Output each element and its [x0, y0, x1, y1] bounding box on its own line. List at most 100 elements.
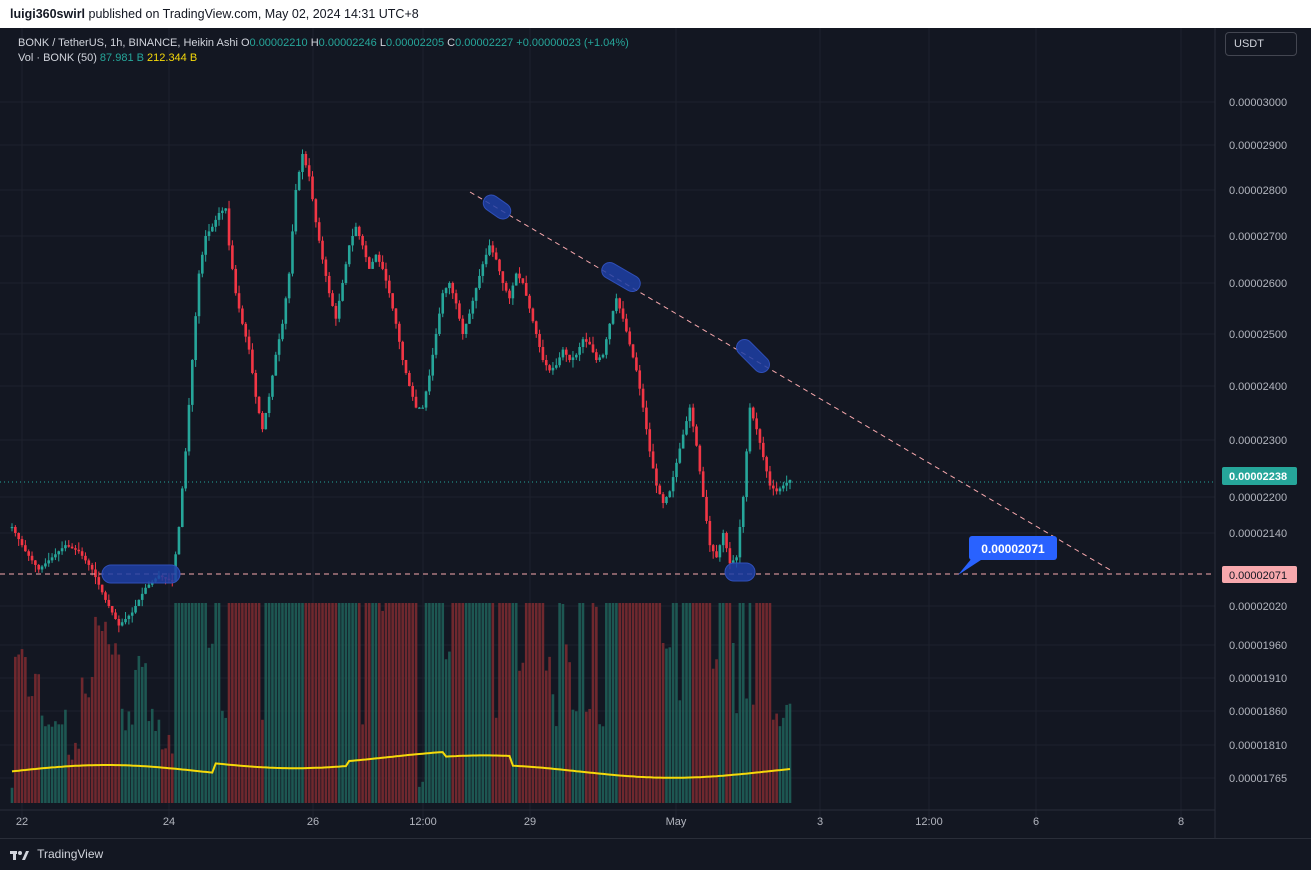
candle-body: [381, 261, 384, 269]
candle-body: [374, 254, 378, 262]
y-tick-label: 0.00002300: [1229, 435, 1287, 447]
candle-body: [651, 451, 655, 469]
candle-body: [147, 584, 151, 588]
volume-bar: [645, 603, 648, 803]
volume-bar: [531, 603, 535, 803]
volume-bar: [554, 726, 558, 803]
volume-bar: [267, 603, 271, 803]
candle-body: [217, 213, 221, 220]
volume-bar: [264, 603, 268, 803]
volume-bar: [341, 603, 344, 803]
volume-bar: [381, 610, 384, 803]
volume-bar: [10, 787, 14, 803]
candle-body: [575, 354, 578, 358]
candle-body: [668, 491, 672, 497]
candle-body: [80, 551, 84, 556]
candle-body: [534, 321, 538, 334]
volume-bar: [678, 700, 682, 803]
volume-bar: [575, 711, 578, 803]
candle-body: [94, 569, 97, 578]
candle-body: [40, 566, 44, 570]
candle-body: [27, 551, 30, 556]
candle-body: [377, 254, 381, 262]
volume-bar: [307, 603, 311, 803]
symbol-line[interactable]: BONK / TetherUS, 1h, BINANCE, Heikin Ash…: [18, 37, 238, 49]
volume-bar: [147, 721, 151, 803]
volume-bar: [207, 647, 211, 803]
y-tick-label: 0.00002800: [1229, 185, 1287, 197]
volume-bar: [84, 693, 87, 803]
volume-bar: [40, 715, 44, 803]
candle-body: [544, 360, 548, 366]
volume-bar: [638, 603, 642, 803]
volume-bar: [334, 603, 338, 803]
volume-bar: [635, 603, 638, 803]
volume-bar: [448, 651, 451, 803]
volume-bar: [788, 703, 792, 803]
candle-body: [351, 236, 354, 246]
volume-bar: [401, 603, 404, 803]
volume-bar: [491, 603, 495, 803]
volume-bar: [564, 644, 568, 803]
candle-body: [768, 471, 772, 486]
candle-body: [531, 308, 535, 322]
volume-bar: [361, 724, 364, 803]
volume-bar: [785, 704, 788, 803]
candle-body: [64, 545, 67, 549]
candle-body: [398, 323, 401, 342]
volume-bar: [164, 748, 167, 803]
volume-bar: [468, 603, 471, 803]
candle-body: [281, 323, 284, 340]
volume-label[interactable]: Vol · BONK (50): [18, 52, 97, 64]
candle-body: [117, 619, 121, 626]
candle-body: [297, 172, 301, 190]
candle-body: [264, 413, 268, 430]
candle-body: [67, 545, 71, 547]
y-tick-label: 0.00001860: [1229, 706, 1287, 718]
volume-bar: [721, 603, 725, 803]
candle-body: [191, 360, 194, 405]
volume-bar: [695, 603, 698, 803]
volume-bar: [591, 603, 595, 803]
candle-body: [538, 334, 541, 347]
volume-bar: [284, 603, 288, 803]
volume-bar: [57, 724, 61, 803]
candle-body: [291, 231, 294, 274]
volume-bar: [24, 657, 27, 803]
candle-body: [184, 451, 187, 489]
candle-body: [401, 341, 404, 360]
candle-body: [234, 268, 238, 294]
volume-bar: [197, 603, 201, 803]
volume-bar: [398, 603, 401, 803]
touch-highlight-3: [736, 339, 770, 373]
candle-body: [458, 303, 461, 319]
candle-body: [237, 293, 241, 309]
volume-bar: [711, 668, 715, 803]
volume-bar: [50, 726, 54, 803]
candle-body: [187, 404, 191, 452]
candle-body: [227, 208, 231, 246]
touch-highlight-1: [482, 194, 512, 220]
volume-bar: [731, 643, 735, 803]
volume-bar: [628, 603, 632, 803]
volume-bar: [581, 603, 585, 803]
candle-body: [615, 298, 618, 312]
candle-body: [508, 290, 511, 299]
candle-body: [705, 497, 708, 521]
price-chart[interactable]: 0.00003000 0.00002900 0.00002800 0.00002700…: [0, 28, 1311, 838]
candle-body: [331, 293, 334, 306]
volume-bar: [665, 648, 668, 803]
candle-body: [782, 485, 785, 489]
volume-bar: [668, 647, 672, 803]
currency-button[interactable]: USDT: [1225, 32, 1297, 56]
volume-bar: [464, 603, 468, 803]
candle-body: [625, 318, 628, 332]
candle-body: [144, 587, 147, 594]
y-tick-label: 0.00003000: [1229, 97, 1287, 109]
volume-bar: [438, 603, 441, 803]
volume-bar: [354, 603, 358, 803]
candle-body: [304, 154, 308, 166]
candle-body: [74, 548, 77, 550]
touch-highlight-2: [601, 262, 641, 292]
volume-bar: [544, 670, 548, 803]
